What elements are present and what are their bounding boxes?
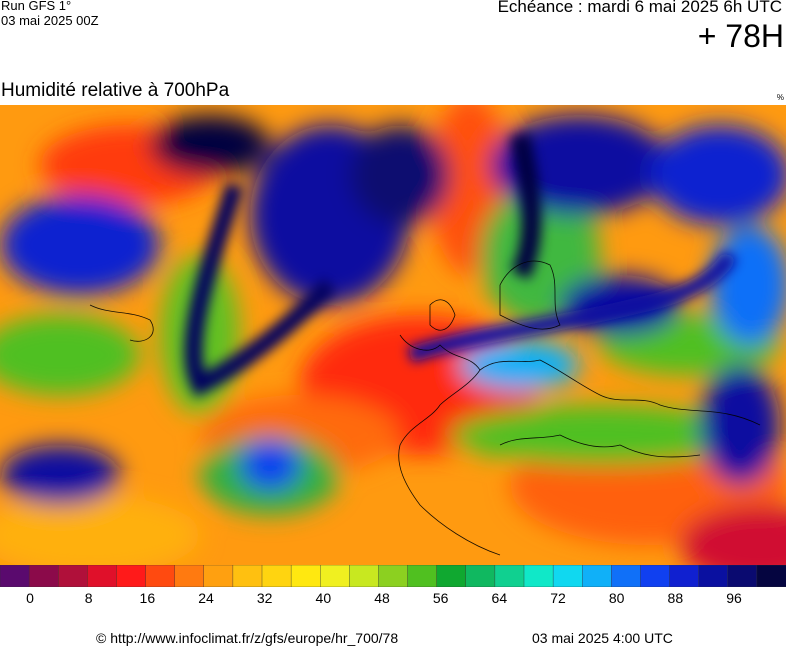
run-date: 03 mai 2025 00Z <box>1 13 99 28</box>
color-scale-swatch <box>698 565 729 587</box>
unit-label: % <box>776 93 784 102</box>
color-scale-tick-label: 88 <box>667 590 684 606</box>
coastline <box>429 299 456 331</box>
color-scale-swatch <box>436 565 467 587</box>
color-scale-tick-label: 32 <box>256 590 273 606</box>
color-scale-swatch <box>494 565 525 587</box>
moist-region <box>0 445 120 505</box>
moist-region <box>700 365 780 485</box>
color-scale-swatch <box>28 565 59 587</box>
color-scale-tick-label: 24 <box>198 590 214 606</box>
color-scale-tick-label: 40 <box>315 590 332 606</box>
dry-region <box>680 505 786 565</box>
map-title: Humidité relative à 700hPa <box>1 80 230 101</box>
color-scale-tick-label: 64 <box>491 590 508 606</box>
color-scale-swatch <box>261 565 292 587</box>
color-scale-tick-label: 72 <box>550 590 566 606</box>
color-scale-swatch <box>523 565 554 587</box>
coastline <box>499 434 701 458</box>
coastline <box>499 260 561 330</box>
valid-time: Echéance : mardi 6 mai 2025 6h UTC <box>497 0 782 16</box>
color-scale-swatch <box>290 565 321 587</box>
color-scale-swatch <box>320 565 351 587</box>
color-scale-tick-label: 0 <box>26 590 34 606</box>
lead-time: + 78H <box>697 18 784 54</box>
color-scale-swatch <box>727 565 758 587</box>
color-scale-swatch <box>756 565 786 587</box>
color-scale-swatch <box>552 565 583 587</box>
color-scale <box>0 565 786 587</box>
color-scale-tick-label: 96 <box>726 590 742 606</box>
color-scale-swatch <box>611 565 642 587</box>
moist-region <box>350 125 450 225</box>
color-scale-swatch <box>378 565 409 587</box>
cloud-band <box>510 133 542 280</box>
color-scale-swatch <box>640 565 671 587</box>
color-scale-swatch <box>116 565 147 587</box>
color-scale-tick-label: 48 <box>374 590 390 606</box>
color-scale-swatch <box>232 565 263 587</box>
humidity-map <box>0 105 786 565</box>
color-scale-tick-label: 80 <box>608 590 625 606</box>
coastline <box>89 304 154 342</box>
green-band <box>450 405 750 465</box>
color-scale-swatch <box>87 565 118 587</box>
moist-region <box>650 125 786 225</box>
moist-region <box>150 115 270 175</box>
copyright: © http://www.infoclimat.fr/z/gfs/europe/… <box>96 630 399 646</box>
color-scale-swatch <box>58 565 89 587</box>
cloud-band <box>407 250 738 363</box>
color-scale-swatch <box>349 565 380 587</box>
run-title: Run GFS 1° <box>1 0 72 13</box>
issued-time: 03 mai 2025 4:00 UTC <box>532 630 673 646</box>
color-scale-tick-label: 8 <box>84 590 93 606</box>
color-scale-swatch <box>465 565 496 587</box>
color-scale-tick-label: 56 <box>432 590 449 606</box>
color-scale-swatch <box>407 565 438 587</box>
color-scale-swatch <box>669 565 700 587</box>
green-band <box>0 315 140 395</box>
color-scale-swatch <box>203 565 234 587</box>
color-scale-tick-label: 16 <box>139 590 156 606</box>
moist-region <box>460 340 580 390</box>
coastline <box>479 359 761 426</box>
color-scale-swatch <box>174 565 205 587</box>
color-scale-swatch <box>145 565 176 587</box>
coastline <box>398 334 501 556</box>
color-scale-swatch <box>0 565 30 587</box>
color-scale-swatch <box>582 565 613 587</box>
moist-region <box>0 195 160 295</box>
dry-region <box>0 495 200 565</box>
cloud-band <box>184 182 337 398</box>
moist-region <box>240 440 300 490</box>
